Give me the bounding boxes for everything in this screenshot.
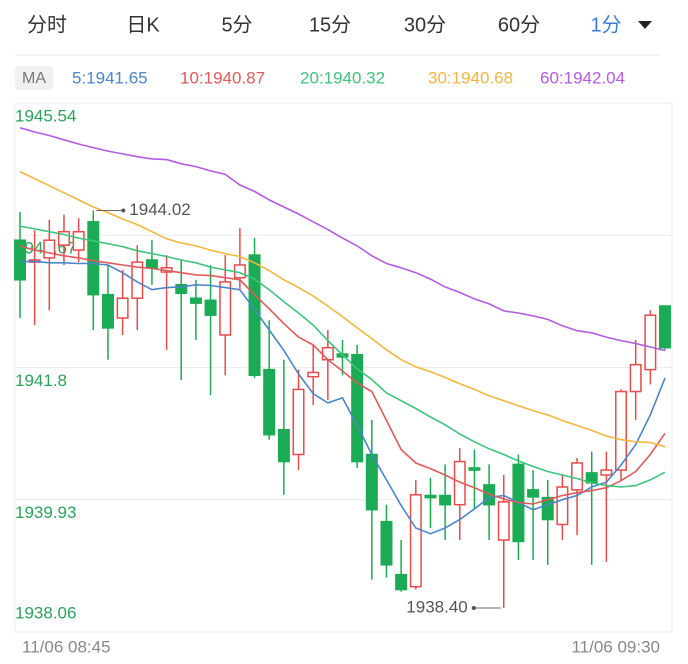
- legend-entry: 30:1940.68: [428, 68, 513, 87]
- ma-line: [19, 225, 666, 488]
- candle-body: [409, 494, 422, 588]
- candle-body: [131, 261, 144, 299]
- candle-body: [263, 368, 276, 436]
- candle-body: [219, 281, 232, 336]
- y-tick-label: 1939.93: [15, 503, 76, 522]
- candle-body: [43, 239, 56, 259]
- candle-body: [424, 494, 437, 499]
- candle-body: [87, 221, 100, 296]
- y-tick-label: 1938.06: [15, 603, 76, 622]
- candle-body: [644, 314, 657, 371]
- tab[interactable]: 15分: [309, 13, 351, 36]
- annotation-dot: [471, 605, 476, 610]
- legend-entry: 10:1940.87: [180, 68, 265, 87]
- candle-body: [497, 501, 510, 541]
- x-tick-label: 11/06 08:45: [22, 637, 111, 656]
- candle-body: [659, 305, 671, 349]
- candle-body: [351, 354, 364, 463]
- candle-body: [453, 460, 466, 506]
- candle-body: [248, 254, 261, 377]
- x-tick-label: 11/06 09:30: [571, 637, 660, 656]
- candle-body: [145, 259, 158, 269]
- legend-entry: 60:1942.04: [540, 68, 625, 87]
- tab[interactable]: 1分: [590, 13, 621, 36]
- legend-entry: 5:1941.65: [72, 68, 148, 87]
- candle-body: [395, 573, 408, 591]
- candle-body: [321, 346, 334, 361]
- candle-body: [116, 297, 129, 319]
- y-tick-label: 1941.8: [15, 371, 67, 390]
- ma-line: [20, 260, 666, 535]
- candle-body: [101, 293, 114, 329]
- candle-body: [615, 390, 628, 471]
- candle-body: [57, 230, 70, 246]
- tab[interactable]: 日K: [126, 14, 160, 36]
- tab[interactable]: 30分: [404, 13, 446, 36]
- candle-body: [72, 230, 85, 251]
- candle-body: [571, 462, 584, 491]
- tab[interactable]: 5分: [221, 13, 252, 36]
- annotation-dot: [121, 208, 126, 213]
- legend-entry: 20:1940.32: [300, 68, 385, 87]
- tab[interactable]: 60分: [498, 13, 540, 36]
- candle-body: [556, 486, 569, 526]
- candle-body: [365, 453, 378, 511]
- candle-body: [14, 239, 26, 281]
- ma-line: [19, 127, 666, 352]
- candle-body: [541, 496, 554, 521]
- candle-body: [468, 467, 481, 471]
- candle-body: [527, 489, 540, 498]
- ma-line: [19, 170, 666, 448]
- candle-body: [307, 371, 320, 378]
- indicator-label: MA: [22, 70, 46, 87]
- candle-body: [600, 469, 613, 476]
- tab[interactable]: 分时: [27, 13, 67, 36]
- annotation-label: 1944.02: [129, 200, 190, 219]
- candle-body: [380, 520, 393, 566]
- candle-body: [189, 297, 202, 304]
- candle-body: [277, 428, 290, 463]
- candle-body: [439, 494, 452, 506]
- indicator-box[interactable]: [15, 66, 53, 90]
- dropdown-arrow[interactable]: [638, 21, 652, 29]
- ma-line: [19, 245, 666, 505]
- annotation-label: 1938.40: [406, 597, 467, 616]
- candle-body: [204, 299, 217, 316]
- candle-body: [629, 363, 642, 393]
- y-tick-label: 1945.54: [15, 106, 76, 125]
- candle-body: [175, 284, 188, 294]
- candle-body: [292, 388, 305, 456]
